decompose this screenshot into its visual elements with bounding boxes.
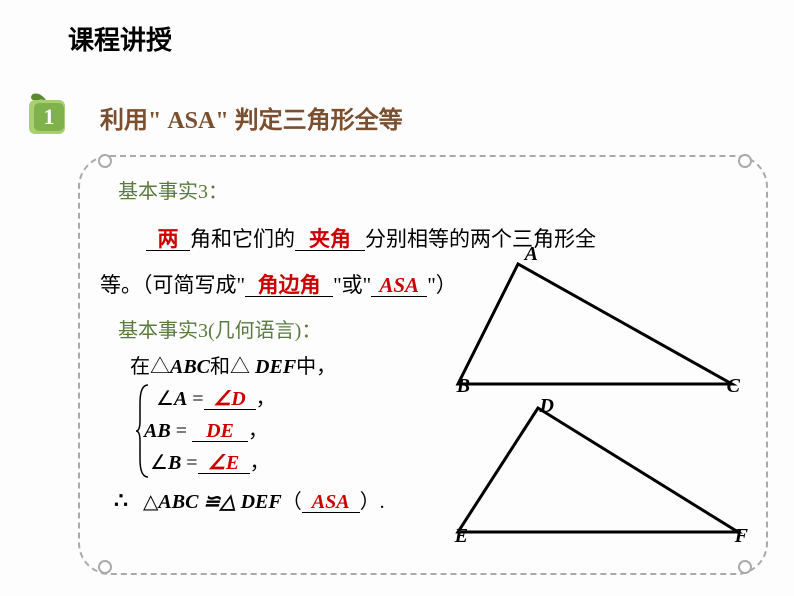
corner-dot (738, 154, 752, 168)
corner-dot (98, 154, 112, 168)
svg-text:1: 1 (44, 104, 55, 129)
vertex-e: E (455, 525, 468, 548)
section-badge: 1 (25, 88, 73, 136)
text: 角和它们的 (190, 227, 295, 251)
corner-dot (738, 560, 752, 574)
vertex-b: B (457, 375, 470, 398)
section-title: 利用" ASA" 判定三角形全等 (100, 100, 403, 135)
blank-2: 夹角 (309, 227, 351, 251)
blank-1: 两 (158, 227, 179, 251)
text: "或" (333, 273, 371, 297)
blank-angle-e: ∠E (208, 452, 239, 474)
fact-label: 基本事实3： (118, 175, 746, 204)
vertex-a: A (525, 243, 538, 266)
blank-angle-d: ∠D (213, 388, 245, 410)
blank-4: ASA (379, 273, 419, 297)
vertex-f: F (735, 525, 748, 548)
triangles-figure (438, 243, 758, 553)
blank-de: DE (206, 420, 234, 442)
triangle-def (458, 408, 738, 532)
triangle-abc (458, 264, 732, 384)
blank-3: 角边角 (258, 273, 321, 297)
text: 等。（可简写成" (100, 273, 245, 297)
corner-dot (98, 560, 112, 574)
vertex-c: C (727, 375, 740, 398)
blank-asa: ASA (312, 491, 350, 513)
content-box: 基本事实3： 两角和它们的夹角分别相等的两个三角形全 等。（可简写成"角边角"或… (78, 155, 768, 575)
vertex-d: D (540, 395, 554, 418)
page-title: 课程讲授 (68, 20, 172, 57)
